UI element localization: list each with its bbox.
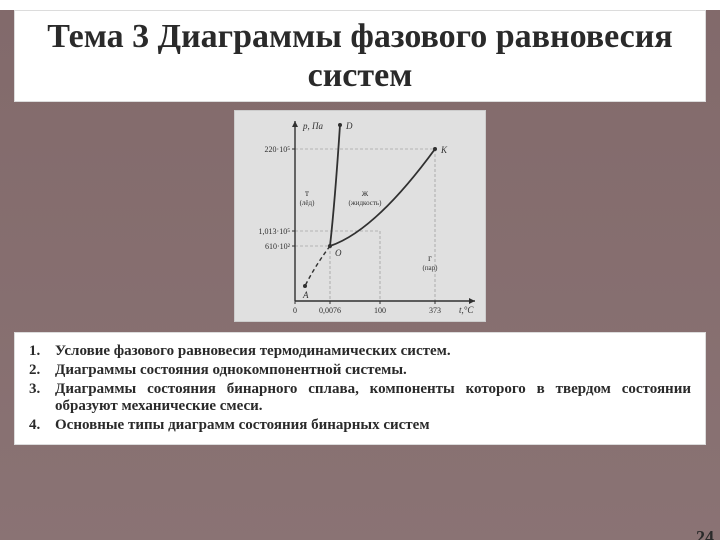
phase-diagram-svg: p, Па t,°C 220·10⁵ 1,013·10⁵ 610·10² 0 0,0076 1… bbox=[235, 111, 485, 321]
title-box: Тема 3 Диаграммы фазового равновесия сис… bbox=[14, 10, 706, 102]
list-item-text: Диаграммы состояния бинарного сплава, ко… bbox=[55, 381, 691, 415]
list-item-number: 4. bbox=[29, 417, 55, 434]
page-number: 24 bbox=[696, 527, 714, 540]
list-item-text: Диаграммы состояния однокомпонентной сис… bbox=[55, 362, 691, 379]
svg-text:p, Па: p, Па bbox=[302, 121, 323, 131]
svg-text:(жидкость): (жидкость) bbox=[349, 199, 383, 207]
list-item-number: 2. bbox=[29, 362, 55, 379]
svg-text:100: 100 bbox=[374, 306, 386, 315]
svg-text:610·10²: 610·10² bbox=[265, 242, 291, 251]
list-item-text: Условие фазового равновесия термодинамич… bbox=[55, 343, 691, 360]
list-item: 3.Диаграммы состояния бинарного сплава, … bbox=[29, 381, 691, 415]
slide: Тема 3 Диаграммы фазового равновесия сис… bbox=[0, 10, 720, 540]
svg-text:K: K bbox=[440, 145, 448, 155]
list-item-number: 1. bbox=[29, 343, 55, 360]
topic-list: 1.Условие фазового равновесия термодинам… bbox=[14, 332, 706, 445]
list-item: 2.Диаграммы состояния однокомпонентной с… bbox=[29, 362, 691, 379]
svg-text:0: 0 bbox=[293, 306, 297, 315]
svg-text:(лёд): (лёд) bbox=[300, 199, 315, 207]
svg-text:(пар): (пар) bbox=[422, 264, 438, 272]
svg-text:A: A bbox=[302, 290, 309, 300]
svg-text:1,013·10⁵: 1,013·10⁵ bbox=[259, 227, 291, 236]
list-item: 1.Условие фазового равновесия термодинам… bbox=[29, 343, 691, 360]
svg-text:0,0076: 0,0076 bbox=[319, 306, 341, 315]
phase-diagram: p, Па t,°C 220·10⁵ 1,013·10⁵ 610·10² 0 0,0076 1… bbox=[234, 110, 486, 322]
svg-text:т: т bbox=[305, 188, 309, 198]
svg-text:D: D bbox=[345, 121, 353, 131]
svg-text:t,°C: t,°C bbox=[459, 305, 474, 315]
list-item-number: 3. bbox=[29, 381, 55, 398]
list-item-text: Основные типы диаграмм состояния бинарны… bbox=[55, 417, 691, 434]
svg-text:г: г bbox=[428, 253, 432, 263]
svg-text:373: 373 bbox=[429, 306, 441, 315]
svg-text:O: O bbox=[335, 248, 342, 258]
svg-text:220·10⁵: 220·10⁵ bbox=[265, 145, 291, 154]
svg-text:ж: ж bbox=[361, 188, 369, 198]
list-item: 4.Основные типы диаграмм состояния бинар… bbox=[29, 417, 691, 434]
page-title: Тема 3 Диаграммы фазового равновесия сис… bbox=[25, 17, 695, 95]
